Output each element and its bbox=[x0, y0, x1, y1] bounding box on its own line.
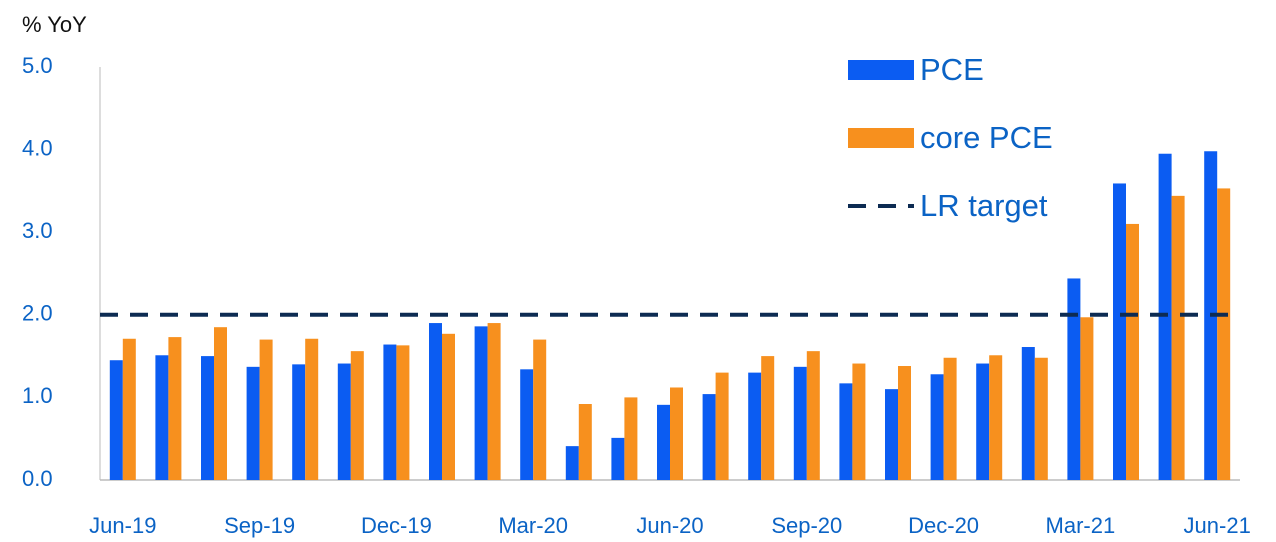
x-tick-label: Dec-19 bbox=[361, 513, 432, 538]
legend-label: core PCE bbox=[920, 120, 1053, 155]
bar bbox=[1021, 347, 1035, 480]
bar bbox=[259, 339, 273, 480]
bar bbox=[976, 363, 990, 480]
x-tick-label: Dec-20 bbox=[908, 513, 979, 538]
bar bbox=[383, 344, 397, 480]
x-tick-label: Sep-20 bbox=[771, 513, 842, 538]
bar bbox=[565, 446, 579, 480]
bar bbox=[702, 394, 716, 480]
bar bbox=[292, 364, 306, 480]
bar bbox=[1126, 223, 1139, 480]
bar bbox=[1080, 317, 1094, 480]
bar bbox=[168, 337, 182, 480]
legend-label: LR target bbox=[920, 188, 1048, 223]
bar bbox=[1034, 357, 1048, 480]
bar bbox=[761, 356, 775, 480]
bar bbox=[611, 437, 625, 480]
bar bbox=[748, 372, 762, 480]
y-axis-label: % YoY bbox=[22, 12, 87, 37]
x-tick-label: Sep-19 bbox=[224, 513, 295, 538]
bar bbox=[442, 333, 455, 480]
bar bbox=[520, 369, 534, 480]
bar bbox=[201, 356, 214, 480]
bar bbox=[350, 351, 364, 480]
bar bbox=[852, 363, 866, 480]
x-tick-label: Jun-21 bbox=[1184, 513, 1251, 538]
legend-swatch bbox=[848, 60, 914, 80]
bar bbox=[715, 372, 729, 480]
y-tick-label: 2.0 bbox=[22, 301, 53, 326]
bar bbox=[839, 383, 853, 480]
bar bbox=[109, 360, 123, 480]
bar bbox=[657, 404, 670, 480]
bar bbox=[1067, 278, 1081, 480]
bar bbox=[337, 363, 351, 480]
bar bbox=[305, 338, 319, 480]
x-tick-label: Jun-19 bbox=[89, 513, 156, 538]
bar bbox=[989, 355, 1003, 480]
bar bbox=[1113, 183, 1126, 480]
x-tick-label: Jun-20 bbox=[636, 513, 703, 538]
bar bbox=[1217, 188, 1231, 480]
bar bbox=[429, 323, 442, 480]
bar bbox=[246, 366, 260, 480]
bar bbox=[578, 404, 592, 480]
legend-swatch bbox=[848, 128, 914, 148]
bar bbox=[898, 366, 911, 480]
bar bbox=[122, 338, 136, 480]
bar bbox=[930, 374, 944, 480]
bar bbox=[474, 326, 488, 480]
bar bbox=[1158, 153, 1172, 481]
legend-label: PCE bbox=[920, 52, 984, 87]
bar bbox=[214, 327, 227, 480]
bar bbox=[806, 351, 820, 480]
bar bbox=[155, 355, 169, 480]
bar bbox=[396, 345, 410, 480]
bar bbox=[793, 366, 807, 480]
bar bbox=[885, 389, 898, 480]
y-tick-label: 4.0 bbox=[22, 135, 53, 160]
bar bbox=[533, 339, 547, 480]
bar bbox=[624, 397, 638, 480]
y-tick-label: 1.0 bbox=[22, 383, 53, 408]
x-tick-label: Mar-21 bbox=[1046, 513, 1116, 538]
bar bbox=[943, 357, 957, 480]
bar bbox=[670, 387, 683, 480]
y-tick-label: 0.0 bbox=[22, 466, 53, 491]
bar bbox=[487, 323, 501, 480]
y-tick-label: 3.0 bbox=[22, 218, 53, 243]
y-tick-label: 5.0 bbox=[22, 53, 53, 78]
bar bbox=[1171, 195, 1185, 480]
x-tick-label: Mar-20 bbox=[498, 513, 568, 538]
